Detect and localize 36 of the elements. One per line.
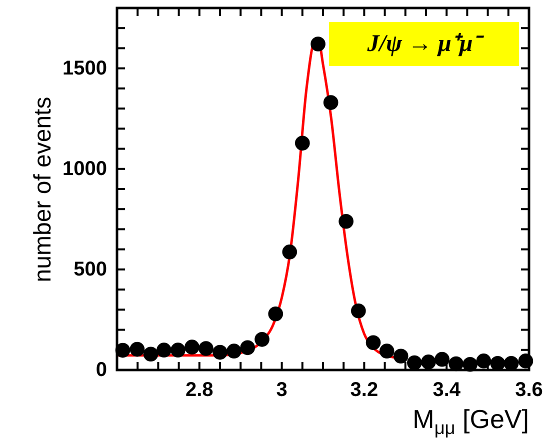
y-tick-label: 500 bbox=[74, 258, 107, 280]
x-tick-label: 3.6 bbox=[515, 379, 543, 401]
point bbox=[448, 356, 464, 372]
x-tick-label: 3.2 bbox=[350, 379, 378, 401]
point bbox=[254, 332, 270, 347]
x-tick-label: 3.4 bbox=[432, 379, 462, 401]
annotation: J/ψ → μ⁺μ⁻ bbox=[366, 31, 485, 57]
point bbox=[282, 244, 298, 260]
point bbox=[310, 36, 326, 52]
point bbox=[130, 342, 145, 357]
y-tick-label: 1000 bbox=[62, 158, 107, 180]
point bbox=[366, 335, 381, 350]
point bbox=[212, 344, 228, 360]
point bbox=[393, 348, 408, 364]
point bbox=[226, 344, 242, 358]
y-tick-label: 0 bbox=[96, 359, 107, 381]
point bbox=[184, 340, 200, 354]
point bbox=[351, 303, 366, 318]
point bbox=[198, 341, 214, 356]
point bbox=[294, 136, 310, 151]
point bbox=[170, 342, 186, 358]
x-tick-label: 3 bbox=[276, 379, 288, 401]
point bbox=[240, 340, 256, 356]
point bbox=[323, 95, 338, 110]
x-tick-label: 2.8 bbox=[185, 379, 214, 401]
point bbox=[268, 306, 284, 322]
point bbox=[379, 344, 394, 358]
point bbox=[434, 352, 450, 367]
point bbox=[156, 342, 172, 358]
point bbox=[476, 354, 492, 368]
y-tick-label: 1500 bbox=[62, 57, 107, 80]
point bbox=[490, 356, 506, 371]
point bbox=[338, 214, 354, 229]
point bbox=[143, 346, 158, 362]
y-axis-title: number of events bbox=[30, 96, 56, 282]
point bbox=[407, 355, 422, 370]
